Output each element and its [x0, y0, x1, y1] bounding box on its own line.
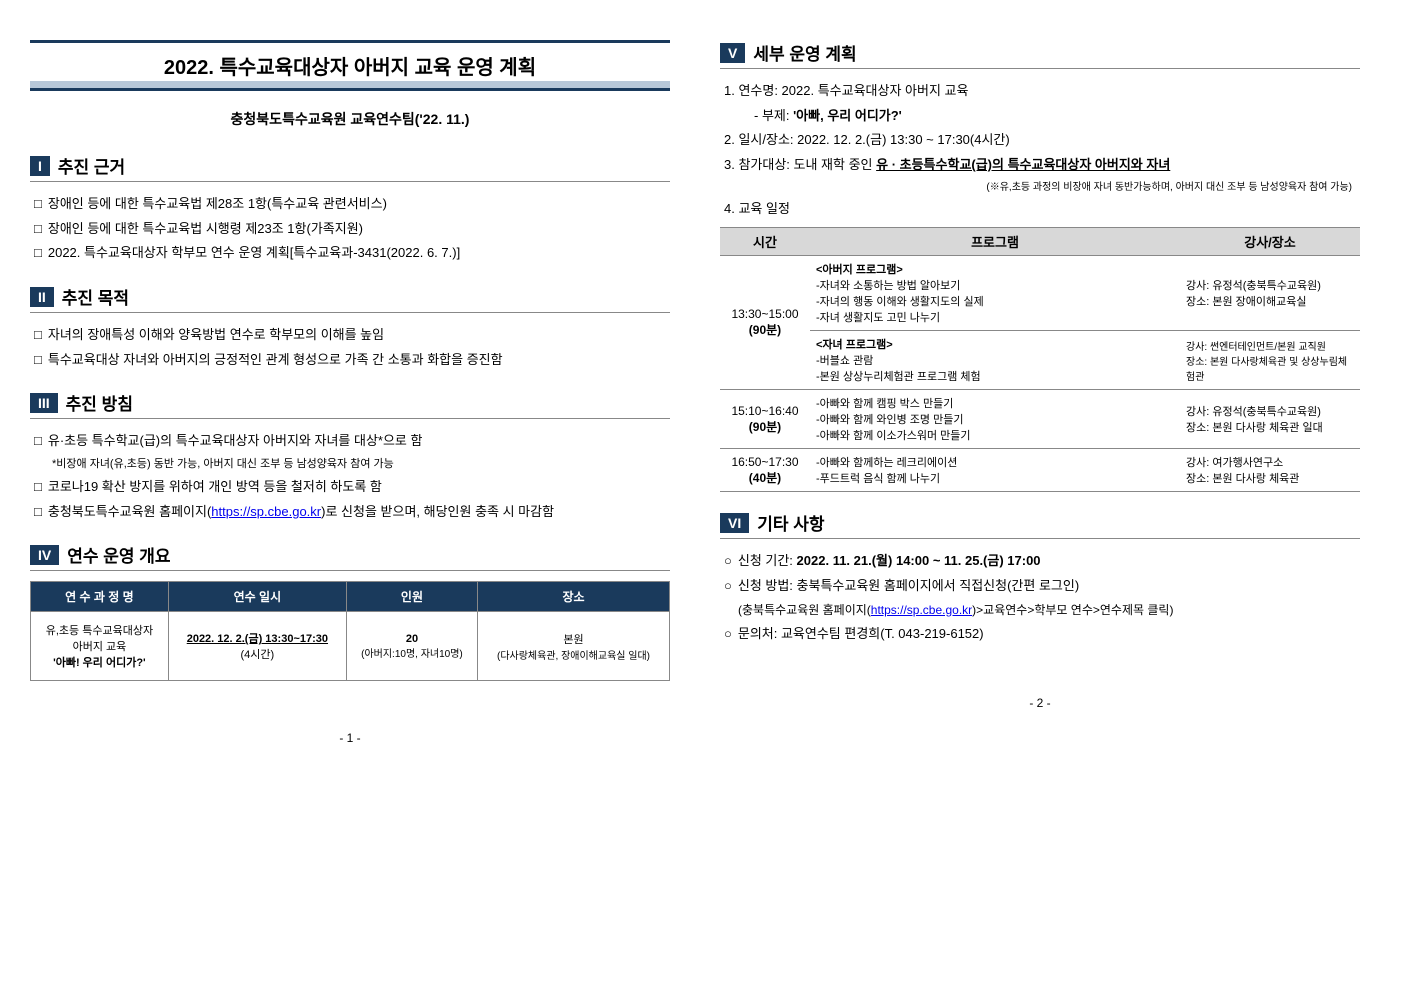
s3-item-2: 충청북도특수교육원 홈페이지(https://sp.cbe.go.kr)로 신청…: [48, 500, 554, 525]
section-1-num: I: [30, 156, 50, 176]
page-number-2: - 2 -: [720, 696, 1360, 710]
sch-th-instr: 강사/장소: [1180, 228, 1360, 256]
th-name: 연 수 과 정 명: [31, 582, 169, 612]
sch-prog-2: -아빠와 함께 캠핑 박스 만들기 -아빠와 함께 와인병 조명 만들기 -아빠…: [810, 390, 1180, 449]
s5-item-3: 4. 교육 일정: [724, 197, 1360, 222]
s2-item-0: 자녀의 장애특성 이해와 양육방법 연수로 학부모의 이해를 높임: [48, 323, 384, 348]
table-header-row: 연 수 과 정 명 연수 일시 인원 장소: [31, 582, 670, 612]
section-3-content: □유·초등 특수학교(급)의 특수교육대상자 아버지와 자녀를 대상*으로 함 …: [30, 429, 670, 524]
s3-note: *비장애 자녀(유,초등) 동반 가능, 아버지 대신 조부 등 남성양육자 참…: [34, 454, 670, 475]
s3-item-1: 코로나19 확산 방지를 위하여 개인 방역 등을 철저히 하도록 함: [48, 475, 382, 500]
section-3-num: III: [30, 393, 58, 413]
section-6-content: ○신청 기간: 2022. 11. 21.(월) 14:00 ~ 11. 25.…: [720, 549, 1360, 646]
section-6-num: VI: [720, 513, 749, 533]
section-3-header: III 추진 방침: [30, 390, 670, 419]
td-count: 20 (아버지:10명, 자녀10명): [346, 612, 477, 681]
document-subtitle: 충청북도특수교육원 교육연수팀('22. 11.): [30, 109, 670, 129]
s1-item-1: 장애인 등에 대한 특수교육법 시행령 제23조 1항(가족지원): [48, 217, 363, 242]
sch-time-2: 15:10~16:40 (90분): [720, 390, 810, 449]
page-1: 2022. 특수교육대상자 아버지 교육 운영 계획 충청북도특수교육원 교육연…: [30, 40, 670, 745]
sch-prog-1a: <아버지 프로그램> -자녀와 소통하는 방법 알아보기 -자녀의 행동 이해와…: [810, 256, 1180, 331]
section-4-title: 연수 운영 개요: [67, 542, 170, 567]
td-name: 유,초등 특수교육대상자 아버지 교육 '아빠! 우리 어디가?': [31, 612, 169, 681]
s6-item-2: 문의처: 교육연수팀 편경희(T. 043-219-6152): [738, 622, 984, 647]
section-1-header: I 추진 근거: [30, 153, 670, 182]
s5-item-2: 3. 참가대상: 도내 재학 중인 유 · 초등특수학교(급)의 특수교육대상자…: [724, 153, 1360, 178]
schedule-row-3: 16:50~17:30 (40분) -아빠와 함께하는 레크리에이션 -푸드트럭…: [720, 449, 1360, 492]
section-4-header: IV 연수 운영 개요: [30, 542, 670, 571]
td-place: 본원 (다사랑체육관, 장애이해교육실 일대): [478, 612, 670, 681]
sch-time-1: 13:30~15:00 (90분): [720, 256, 810, 390]
sch-time-3: 16:50~17:30 (40분): [720, 449, 810, 492]
s5-note: (※유,초등 과정의 비장애 자녀 동반가능하며, 아버지 대신 조부 등 남성…: [724, 178, 1360, 197]
th-date: 연수 일시: [168, 582, 346, 612]
s5-item-1: 2. 일시/장소: 2022. 12. 2.(금) 13:30 ~ 17:30(…: [724, 128, 1360, 153]
section-2-num: II: [30, 287, 54, 307]
section-5-content: 1. 연수명: 2022. 특수교육대상자 아버지 교육 - 부제: '아빠, …: [720, 79, 1360, 221]
s6-item-0: 신청 기간: 2022. 11. 21.(월) 14:00 ~ 11. 25.(…: [738, 549, 1041, 574]
overview-table: 연 수 과 정 명 연수 일시 인원 장소 유,초등 특수교육대상자 아버지 교…: [30, 581, 670, 681]
section-1-title: 추진 근거: [58, 153, 125, 178]
s1-item-2: 2022. 특수교육대상자 학부모 연수 운영 계획[특수교육과-3431(20…: [48, 241, 460, 266]
section-5-header: V 세부 운영 계획: [720, 40, 1360, 69]
section-6-header: VI 기타 사항: [720, 510, 1360, 539]
th-count: 인원: [346, 582, 477, 612]
th-place: 장소: [478, 582, 670, 612]
sch-th-prog: 프로그램: [810, 228, 1180, 256]
section-1-content: □장애인 등에 대한 특수교육법 제28조 1항(특수교육 관련서비스) □장애…: [30, 192, 670, 266]
schedule-row-1b: <자녀 프로그램> -버블쇼 관람 -본원 상상누리체험관 프로그램 체험 강사…: [720, 331, 1360, 390]
sch-instr-3: 강사: 여가행사연구소 장소: 본원 다사랑 체육관: [1180, 449, 1360, 492]
section-2-content: □자녀의 장애특성 이해와 양육방법 연수로 학부모의 이해를 높임 □특수교육…: [30, 323, 670, 372]
sch-instr-2: 강사: 유정석(충북특수교육원) 장소: 본원 다사랑 체육관 일대: [1180, 390, 1360, 449]
s5-item-0: 1. 연수명: 2022. 특수교육대상자 아버지 교육: [724, 79, 1360, 104]
document-title: 2022. 특수교육대상자 아버지 교육 운영 계획: [30, 51, 670, 80]
section-6-title: 기타 사항: [757, 510, 824, 535]
s5-subtitle: - 부제: '아빠, 우리 어디가?': [724, 104, 1360, 129]
schedule-header-row: 시간 프로그램 강사/장소: [720, 228, 1360, 256]
section-5-title: 세부 운영 계획: [753, 40, 856, 65]
document-title-box: 2022. 특수교육대상자 아버지 교육 운영 계획: [30, 40, 670, 91]
s2-item-1: 특수교육대상 자녀와 아버지의 긍정적인 관계 형성으로 가족 간 소통과 화합…: [48, 348, 503, 373]
section-2-header: II 추진 목적: [30, 284, 670, 313]
section-5-num: V: [720, 43, 745, 63]
section-3-title: 추진 방침: [66, 390, 133, 415]
s3-link[interactable]: https://sp.cbe.go.kr: [211, 504, 321, 519]
schedule-row-2: 15:10~16:40 (90분) -아빠와 함께 캠핑 박스 만들기 -아빠와…: [720, 390, 1360, 449]
schedule-row-1a: 13:30~15:00 (90분) <아버지 프로그램> -자녀와 소통하는 방…: [720, 256, 1360, 331]
s6-item-1: 신청 방법: 충북특수교육원 홈페이지에서 직접신청(간편 로그인): [738, 574, 1079, 599]
s6-method-detail: (충북특수교육원 홈페이지(https://sp.cbe.go.kr)>교육연수…: [724, 599, 1360, 622]
page-2: V 세부 운영 계획 1. 연수명: 2022. 특수교육대상자 아버지 교육 …: [720, 40, 1360, 745]
sch-th-time: 시간: [720, 228, 810, 256]
page-number-1: - 1 -: [30, 731, 670, 745]
s3-item-0: 유·초등 특수학교(급)의 특수교육대상자 아버지와 자녀를 대상*으로 함: [48, 429, 423, 454]
table-row: 유,초등 특수교육대상자 아버지 교육 '아빠! 우리 어디가?' 2022. …: [31, 612, 670, 681]
sch-instr-1b: 강사: 썬엔터테인먼트/본원 교직원 장소: 본원 다사랑체육관 및 상상누림체…: [1180, 331, 1360, 390]
s1-item-0: 장애인 등에 대한 특수교육법 제28조 1항(특수교육 관련서비스): [48, 192, 387, 217]
sch-instr-1a: 강사: 유정석(충북특수교육원) 장소: 본원 장애이해교육실: [1180, 256, 1360, 331]
td-date: 2022. 12. 2.(금) 13:30~17:30 (4시간): [168, 612, 346, 681]
sch-prog-3: -아빠와 함께하는 레크리에이션 -푸드트럭 음식 함께 나누기: [810, 449, 1180, 492]
schedule-table: 시간 프로그램 강사/장소 13:30~15:00 (90분) <아버지 프로그…: [720, 227, 1360, 492]
section-2-title: 추진 목적: [62, 284, 129, 309]
s6-link[interactable]: https://sp.cbe.go.kr: [871, 603, 972, 617]
section-4-num: IV: [30, 545, 59, 565]
sch-prog-1b: <자녀 프로그램> -버블쇼 관람 -본원 상상누리체험관 프로그램 체험: [810, 331, 1180, 390]
